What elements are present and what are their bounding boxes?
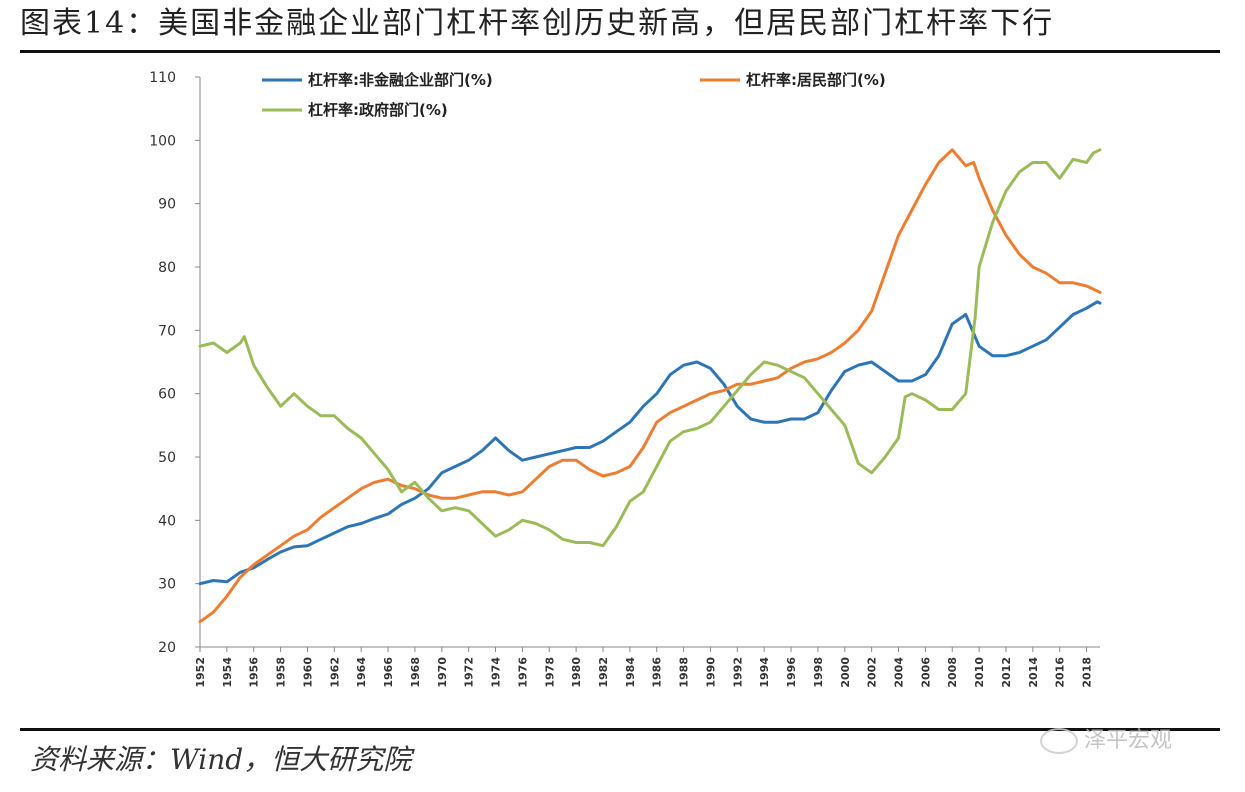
- x-tick-label: 1978: [543, 657, 556, 688]
- x-tick-label: 1992: [731, 657, 744, 688]
- x-tick-label: 1964: [355, 657, 368, 688]
- x-tick-label: 2012: [1000, 657, 1013, 688]
- x-tick-label: 1990: [704, 657, 717, 688]
- y-tick-label: 40: [158, 513, 176, 529]
- series-line-1: [198, 148, 1102, 624]
- x-tick-label: 2002: [866, 657, 879, 688]
- x-tick-label: 1958: [275, 657, 288, 688]
- x-tick-label: 2014: [1027, 657, 1040, 688]
- x-tick-label: 1970: [436, 657, 449, 688]
- x-tick-label: 1972: [463, 657, 476, 688]
- wechat-icon: [1040, 728, 1078, 754]
- x-tick-label: 1994: [758, 657, 771, 688]
- y-tick-label: 60: [158, 387, 176, 403]
- x-tick-label: 1956: [248, 657, 261, 688]
- legend-label-2: 杠杆率:政府部门(%): [308, 101, 448, 119]
- x-tick-label: 1986: [651, 657, 664, 688]
- chart-title: 图表14：美国非金融企业部门杠杆率创历史新高，但居民部门杠杆率下行: [20, 6, 1055, 41]
- watermark-text: 泽平宏观: [1084, 728, 1173, 753]
- series-line-2: [198, 148, 1102, 548]
- footer-divider: [20, 728, 1220, 731]
- x-tick-label: 1966: [382, 657, 395, 688]
- x-tick-label: 1960: [301, 657, 314, 688]
- chart-series: [198, 148, 1102, 624]
- x-tick-label: 2016: [1054, 657, 1067, 688]
- y-tick-label: 100: [149, 133, 176, 149]
- source-note: 资料来源：Wind，恒大研究院: [30, 743, 412, 776]
- y-tick-label: 20: [158, 640, 176, 656]
- x-tick-label: 2004: [893, 657, 906, 688]
- x-tick-label: 1984: [624, 657, 637, 688]
- x-tick-label: 2018: [1081, 657, 1094, 688]
- series-line-0: [198, 300, 1102, 586]
- y-tick-label: 110: [149, 70, 176, 86]
- x-tick-label: 1968: [409, 657, 422, 688]
- chart-axes: 20 30 40 50 60 70 80 90 100 110 1952 1954 1956 1958 19…: [149, 70, 1100, 688]
- y-tick-label: 90: [158, 197, 176, 213]
- x-tick-label: 1962: [328, 657, 341, 688]
- x-tick-label: 1952: [194, 657, 207, 688]
- watermark: 泽平宏观: [1040, 722, 1172, 754]
- title-divider: [20, 50, 1220, 53]
- x-tick-label: 1988: [678, 657, 691, 688]
- x-tick-label: 2008: [946, 657, 959, 688]
- x-tick-label: 2010: [973, 657, 986, 688]
- x-tick-label: 1998: [812, 657, 825, 688]
- x-tick-label: 2000: [839, 657, 852, 688]
- y-tick-label: 80: [158, 260, 176, 276]
- x-tick-label: 2006: [919, 657, 932, 688]
- x-tick-label: 1954: [221, 657, 234, 688]
- x-tick-label: 1974: [490, 657, 503, 688]
- x-tick-label: 1982: [597, 657, 610, 688]
- y-tick-label: 70: [158, 323, 176, 339]
- line-chart: 20 30 40 50 60 70 80 90 100 110 1952 1954 1956 1958 19…: [149, 70, 1102, 688]
- legend-label-0: 杠杆率:非金融企业部门(%): [308, 71, 493, 89]
- x-tick-label: 1980: [570, 657, 583, 688]
- chart-legend: 杠杆率:非金融企业部门(%) 杠杆率:居民部门(%) 杠杆率:政府部门(%): [262, 71, 886, 119]
- y-tick-label: 50: [158, 450, 176, 466]
- x-tick-label: 1996: [785, 657, 798, 688]
- legend-label-1: 杠杆率:居民部门(%): [746, 71, 886, 89]
- y-tick-label: 30: [158, 577, 176, 593]
- x-tick-label: 1976: [516, 657, 529, 688]
